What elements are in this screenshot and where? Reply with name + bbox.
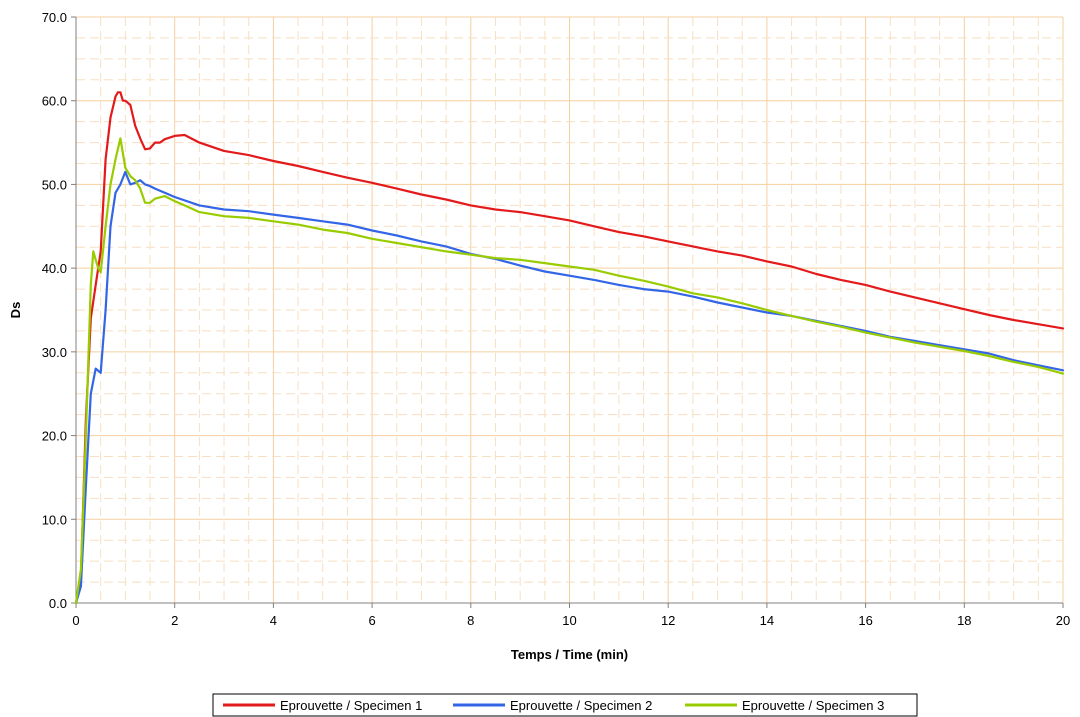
legend-label-specimen-1: Eprouvette / Specimen 1 <box>280 698 422 713</box>
x-tick-label: 20 <box>1056 613 1070 628</box>
y-tick-label: 40.0 <box>42 261 67 276</box>
y-tick-label: 0.0 <box>49 596 67 611</box>
x-tick-label: 8 <box>467 613 474 628</box>
x-tick-label: 10 <box>562 613 576 628</box>
y-tick-labels: 0.0 10.0 20.0 30.0 40.0 50.0 60.0 70.0 <box>42 10 67 611</box>
y-tick-label: 10.0 <box>42 512 67 527</box>
legend-label-specimen-2: Eprouvette / Specimen 2 <box>510 698 652 713</box>
legend-label-specimen-3: Eprouvette / Specimen 3 <box>742 698 884 713</box>
series-line-specimen-1 <box>74 91 1065 605</box>
x-tick-labels: 0 2 4 6 8 10 12 14 16 18 20 <box>72 613 1070 628</box>
y-tick-label: 20.0 <box>42 429 67 444</box>
x-tick-label: 14 <box>760 613 774 628</box>
series-lines <box>74 91 1065 605</box>
y-axis-label: Ds <box>8 302 23 319</box>
y-tick-label: 50.0 <box>42 177 67 192</box>
y-tick-label: 60.0 <box>42 94 67 109</box>
x-axis-label: Temps / Time (min) <box>511 647 628 662</box>
x-tick-label: 4 <box>270 613 277 628</box>
x-tick-label: 0 <box>72 613 79 628</box>
series-line-specimen-3 <box>74 137 1065 605</box>
axes <box>71 16 1064 608</box>
x-tick-label: 12 <box>661 613 675 628</box>
legend-box <box>212 693 918 717</box>
legend: Eprouvette / Specimen 1 Eprouvette / Spec… <box>212 693 918 717</box>
x-tick-label: 16 <box>858 613 872 628</box>
x-tick-label: 6 <box>368 613 375 628</box>
y-tick-label: 30.0 <box>42 345 67 360</box>
y-tick-label: 70.0 <box>42 10 67 25</box>
x-tick-label: 2 <box>171 613 178 628</box>
x-tick-label: 18 <box>957 613 971 628</box>
